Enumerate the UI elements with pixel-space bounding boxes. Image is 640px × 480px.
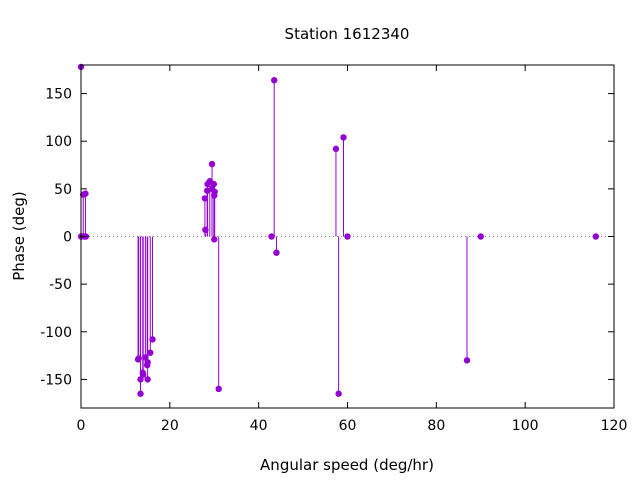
data-point — [463, 357, 471, 364]
data-point — [147, 349, 154, 356]
data-point — [271, 77, 278, 84]
data-point — [210, 180, 218, 188]
data-point — [592, 233, 599, 240]
y-tick-label: -150 — [40, 372, 72, 388]
impulse-lines — [80, 66, 468, 394]
x-tick-label: 60 — [339, 418, 357, 434]
y-tick-label: 150 — [45, 87, 72, 103]
data-point — [203, 187, 211, 194]
data-point — [332, 145, 340, 153]
data-point — [144, 376, 151, 383]
y-tick-label: 100 — [45, 134, 72, 150]
y-tick-label: -100 — [40, 325, 72, 341]
data-point — [137, 376, 144, 383]
data-point — [142, 354, 149, 361]
x-axis-title: Angular speed (deg/hr) — [260, 456, 434, 474]
data-point — [215, 385, 222, 393]
y-axis-ticks: -150 -100 -50 0 50 100 150 — [40, 87, 614, 388]
data-point — [202, 226, 209, 234]
data-point — [211, 188, 218, 195]
y-tick-label: 0 — [63, 230, 72, 246]
data-point — [144, 359, 151, 366]
y-tick-label: 50 — [54, 182, 72, 198]
data-point — [82, 190, 89, 197]
x-axis-ticks: 0 20 40 60 80 100 120 — [77, 65, 628, 434]
data-point — [201, 195, 209, 202]
data-point — [211, 236, 218, 243]
y-axis-title: Phase (deg) — [10, 191, 28, 281]
data-point — [268, 233, 275, 240]
data-point — [208, 160, 216, 168]
y-tick-label: -50 — [49, 277, 72, 293]
data-point — [135, 355, 142, 362]
x-tick-label: 120 — [601, 418, 628, 434]
x-tick-label: 20 — [161, 418, 179, 434]
data-point — [335, 390, 342, 397]
data-points — [77, 63, 599, 397]
x-tick-label: 100 — [512, 418, 539, 434]
data-point — [477, 233, 484, 240]
data-point — [149, 336, 156, 343]
x-tick-label: 40 — [250, 418, 268, 434]
x-tick-label: 80 — [427, 418, 445, 434]
data-point — [137, 390, 144, 397]
x-tick-label: 0 — [77, 418, 86, 434]
data-point — [344, 233, 351, 240]
data-point — [139, 371, 147, 378]
data-point — [273, 249, 280, 256]
chart-title: Station 1612340 — [285, 25, 410, 43]
data-point — [340, 134, 347, 141]
